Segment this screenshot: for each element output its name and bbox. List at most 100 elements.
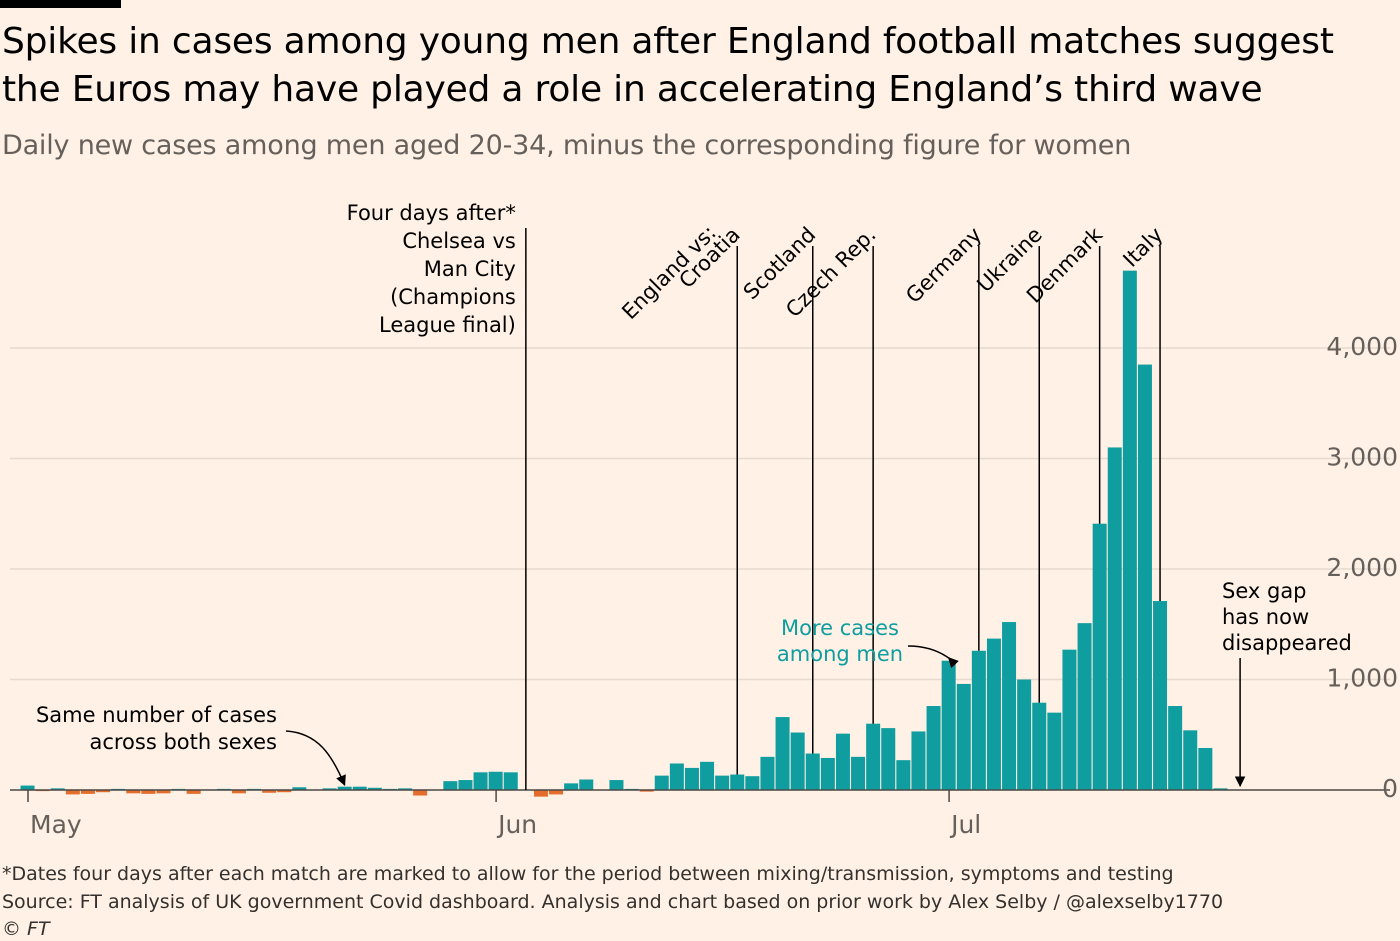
bar xyxy=(1213,788,1228,790)
callout-label: across both sexes xyxy=(89,730,277,754)
chart-subtitle: Daily new cases among men aged 20-34, mi… xyxy=(2,130,1132,161)
x-tick-label: Jul xyxy=(949,810,981,839)
bar xyxy=(986,638,1001,790)
bar xyxy=(337,786,352,790)
y-tick-label: 4,000 xyxy=(1326,332,1398,361)
bar xyxy=(956,683,971,790)
bar xyxy=(141,790,156,794)
bar xyxy=(413,790,428,796)
y-axis: 0 1,000 2,000 3,000 4,000 xyxy=(1326,332,1398,803)
bar xyxy=(1107,447,1122,790)
bar xyxy=(564,783,579,790)
copyright: © FT xyxy=(2,918,50,940)
bar xyxy=(126,790,141,794)
bar xyxy=(1047,712,1062,790)
bar xyxy=(609,780,624,790)
bar xyxy=(851,756,866,790)
bar xyxy=(684,767,699,790)
bar xyxy=(503,772,518,790)
bar xyxy=(352,786,367,790)
bar xyxy=(775,717,790,790)
bar-chart: May Jun Jul 0 1,000 2,000 3,000 4,000 Four day… xyxy=(10,201,1398,839)
callouts: Same number of cases across both sexes Mor… xyxy=(36,579,1352,788)
bar xyxy=(277,790,292,793)
bar xyxy=(1168,706,1183,790)
bar xyxy=(1092,523,1107,790)
bar xyxy=(156,790,171,794)
bar xyxy=(790,732,805,790)
bar xyxy=(896,760,911,790)
y-tick-label: 1,000 xyxy=(1326,664,1398,693)
bar xyxy=(669,763,684,790)
bar xyxy=(488,771,503,790)
x-tick-label: May xyxy=(30,810,82,839)
annotation-label: Chelsea vs xyxy=(402,229,516,253)
callout-arrow xyxy=(285,730,346,786)
callout-label: has now xyxy=(1222,605,1309,629)
bar xyxy=(473,772,488,790)
bar xyxy=(20,785,35,790)
bar xyxy=(292,787,307,790)
bar xyxy=(50,788,65,790)
bar xyxy=(760,756,775,790)
bar xyxy=(745,776,760,790)
gridlines xyxy=(10,347,1390,681)
x-axis: May Jun Jul xyxy=(10,789,1390,839)
bar xyxy=(654,775,669,790)
annotation-label: Four days after* xyxy=(347,201,516,225)
bar xyxy=(262,790,277,793)
bar xyxy=(231,790,246,794)
bar xyxy=(730,774,745,790)
chart-title: Spikes in cases among young men after En… xyxy=(2,21,1334,110)
bar xyxy=(65,790,80,795)
ft-top-bar xyxy=(0,0,121,8)
callout-label: More cases xyxy=(781,616,899,640)
bar xyxy=(322,788,337,790)
source-note: Source: FT analysis of UK government Cov… xyxy=(2,891,1224,913)
bar xyxy=(926,706,941,790)
callout-label: disappeared xyxy=(1222,631,1352,655)
bar xyxy=(549,790,564,795)
bar xyxy=(881,728,896,790)
bar xyxy=(1198,748,1213,790)
bar xyxy=(911,731,926,790)
bars xyxy=(20,270,1228,797)
bar xyxy=(1017,679,1032,790)
bar xyxy=(533,790,548,797)
bar xyxy=(398,788,413,790)
bar xyxy=(1032,702,1047,790)
x-tick-label: Jun xyxy=(496,810,537,839)
bar xyxy=(820,757,835,790)
bar xyxy=(715,775,730,790)
y-tick-label: 2,000 xyxy=(1326,553,1398,582)
bar xyxy=(80,790,95,794)
bar xyxy=(700,761,715,790)
bar xyxy=(835,733,850,790)
callout-label: among men xyxy=(777,642,903,666)
bar xyxy=(1002,622,1017,790)
match-annotations: Four days after* Chelsea vs Man City (Champ… xyxy=(347,201,1168,790)
bar xyxy=(579,779,594,790)
bar xyxy=(866,723,881,790)
footnote: *Dates four days after each match are ma… xyxy=(2,863,1174,885)
annotation-label: Germany xyxy=(901,223,986,308)
annotation-label: Man City xyxy=(424,257,516,281)
y-tick-label: 3,000 xyxy=(1326,443,1398,472)
bar xyxy=(96,790,111,793)
bar xyxy=(1153,601,1168,790)
bar xyxy=(443,781,458,790)
bar xyxy=(971,650,986,790)
annotation-label: League final) xyxy=(379,313,516,337)
annotation-label: (Champions xyxy=(390,285,516,309)
callout-label: Same number of cases xyxy=(36,703,277,727)
bar xyxy=(458,780,473,790)
bar xyxy=(639,790,654,792)
bar xyxy=(805,753,820,790)
bar xyxy=(941,660,956,790)
callout-arrow xyxy=(907,645,959,669)
bar xyxy=(1077,623,1092,790)
callout-label: Sex gap xyxy=(1222,579,1307,603)
bar xyxy=(367,787,382,790)
bar xyxy=(1137,364,1152,790)
bar xyxy=(1183,730,1198,790)
